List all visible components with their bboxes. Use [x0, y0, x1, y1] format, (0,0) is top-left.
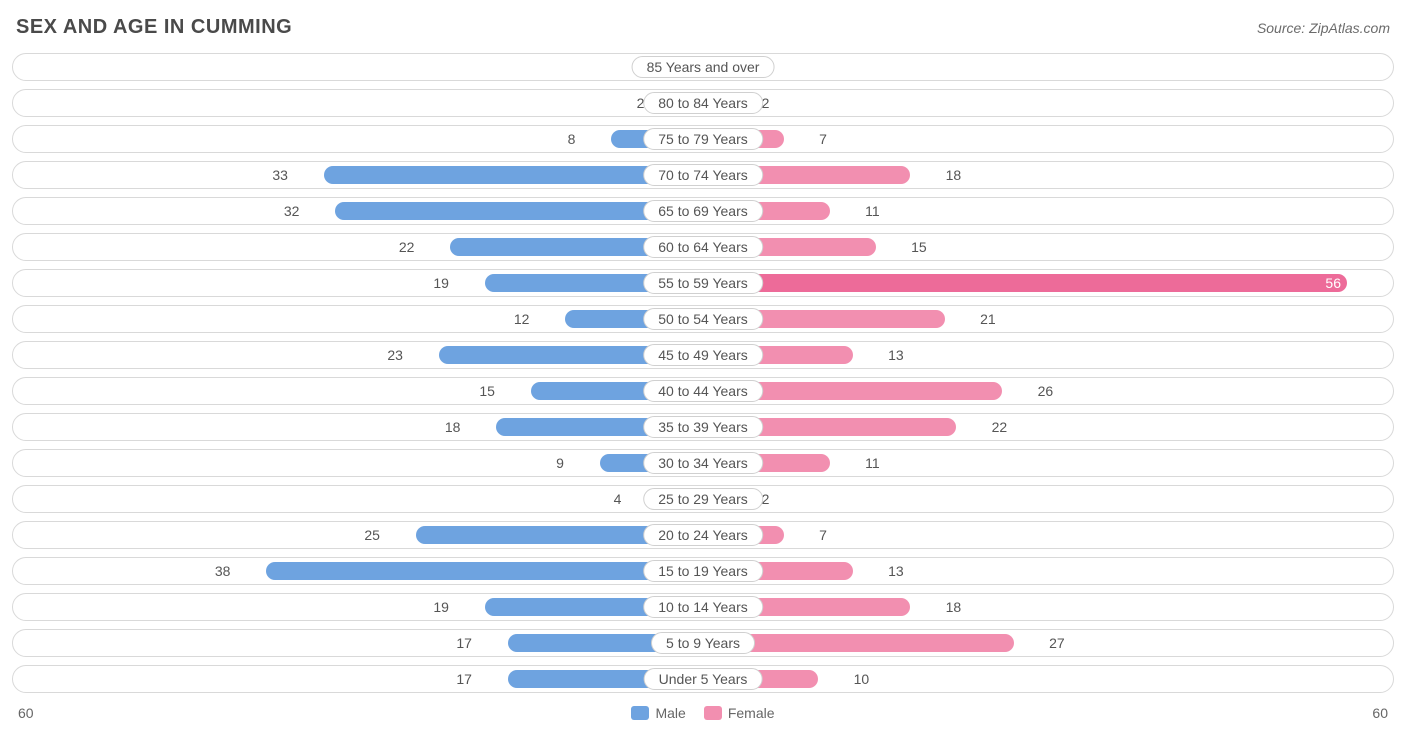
age-label-pill: 25 to 29 Years [643, 488, 763, 510]
age-row: 12 21 50 to 54 Years [12, 305, 1394, 333]
age-label-pill: 55 to 59 Years [643, 272, 763, 294]
chart-source: Source: ZipAtlas.com [1257, 20, 1390, 36]
male-value: 22 [399, 239, 423, 255]
female-value: 22 [984, 419, 1008, 435]
male-value: 12 [514, 311, 538, 327]
female-value: 11 [857, 203, 880, 219]
age-row: 32 11 65 to 69 Years [12, 197, 1394, 225]
female-value: 18 [938, 599, 962, 615]
age-label-pill: 45 to 49 Years [643, 344, 763, 366]
legend-swatch-male [631, 706, 649, 720]
age-row: 15 26 40 to 44 Years [12, 377, 1394, 405]
legend-label-male: Male [655, 705, 685, 721]
age-row: 17 10 Under 5 Years [12, 665, 1394, 693]
age-row: 4225 to 29 Years [12, 485, 1394, 513]
population-pyramid-chart: 0285 Years and over2280 to 84 Years8775 … [12, 53, 1394, 693]
age-label-pill: 30 to 34 Years [643, 452, 763, 474]
female-value: 18 [938, 167, 962, 183]
age-label-pill: 70 to 74 Years [643, 164, 763, 186]
male-value: 23 [387, 347, 411, 363]
age-row: 19 56 55 to 59 Years [12, 269, 1394, 297]
male-value: 4 [614, 491, 630, 507]
chart-footer: 60 Male Female 60 [12, 701, 1394, 721]
age-row: 2280 to 84 Years [12, 89, 1394, 117]
age-row: 19 18 10 to 14 Years [12, 593, 1394, 621]
male-value: 19 [433, 599, 457, 615]
female-value: 26 [1030, 383, 1054, 399]
female-value: 13 [880, 563, 904, 579]
age-label-pill: 5 to 9 Years [651, 632, 755, 654]
axis-max-right: 60 [1372, 705, 1388, 721]
age-label-pill: 15 to 19 Years [643, 560, 763, 582]
female-value: 13 [880, 347, 904, 363]
legend-female: Female [704, 705, 775, 721]
male-value: 9 [556, 455, 572, 471]
age-label-pill: 10 to 14 Years [643, 596, 763, 618]
male-value: 38 [215, 563, 239, 579]
legend-swatch-female [704, 706, 722, 720]
age-row: 25 7 20 to 24 Years [12, 521, 1394, 549]
male-value: 17 [456, 635, 480, 651]
age-label-pill: 85 Years and over [632, 56, 775, 78]
age-row: 23 13 45 to 49 Years [12, 341, 1394, 369]
male-value: 15 [479, 383, 503, 399]
legend-label-female: Female [728, 705, 775, 721]
age-label-pill: 35 to 39 Years [643, 416, 763, 438]
age-label-pill: 60 to 64 Years [643, 236, 763, 258]
chart-header: SEX AND AGE IN CUMMING Source: ZipAtlas.… [12, 10, 1394, 53]
female-value: 27 [1041, 635, 1065, 651]
age-label-pill: 40 to 44 Years [643, 380, 763, 402]
age-row: 18 22 35 to 39 Years [12, 413, 1394, 441]
female-value: 10 [846, 671, 870, 687]
female-value: 21 [972, 311, 996, 327]
male-value: 17 [456, 671, 480, 687]
age-label-pill: 75 to 79 Years [643, 128, 763, 150]
male-value: 33 [272, 167, 296, 183]
male-value: 32 [284, 203, 308, 219]
axis-max-left: 60 [18, 705, 34, 721]
legend: Male Female [631, 705, 774, 721]
age-label-pill: 65 to 69 Years [643, 200, 763, 222]
age-row: 38 13 15 to 19 Years [12, 557, 1394, 585]
female-bar: 56 [675, 274, 1347, 292]
age-label-pill: Under 5 Years [644, 668, 763, 690]
female-value: 15 [903, 239, 927, 255]
male-value: 18 [445, 419, 469, 435]
age-row: 8 7 75 to 79 Years [12, 125, 1394, 153]
age-label-pill: 20 to 24 Years [643, 524, 763, 546]
age-label-pill: 80 to 84 Years [643, 92, 763, 114]
female-value: 7 [811, 131, 827, 147]
male-value: 25 [364, 527, 388, 543]
age-row: 17 27 5 to 9 Years [12, 629, 1394, 657]
male-value: 8 [568, 131, 584, 147]
age-row: 22 15 60 to 64 Years [12, 233, 1394, 261]
female-value: 11 [857, 455, 880, 471]
legend-male: Male [631, 705, 685, 721]
age-row: 9 11 30 to 34 Years [12, 449, 1394, 477]
male-value: 19 [433, 275, 457, 291]
female-value: 7 [811, 527, 827, 543]
age-row: 33 18 70 to 74 Years [12, 161, 1394, 189]
chart-title: SEX AND AGE IN CUMMING [16, 16, 292, 39]
age-row: 0285 Years and over [12, 53, 1394, 81]
age-label-pill: 50 to 54 Years [643, 308, 763, 330]
female-value: 56 [1325, 275, 1341, 291]
